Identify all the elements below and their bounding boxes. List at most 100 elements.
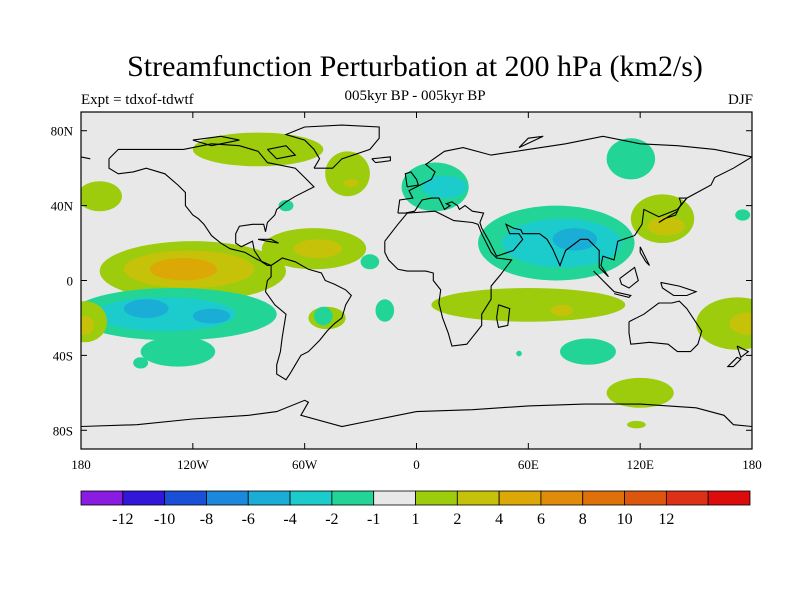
anomaly-region	[192, 308, 231, 324]
x-tick-label: 0	[413, 457, 420, 472]
x-tick-label: 120E	[626, 457, 654, 472]
anomaly-region	[606, 377, 674, 408]
coastline	[264, 257, 352, 381]
colorbar-swatch	[122, 490, 166, 506]
coastline	[613, 291, 632, 299]
anomaly-region	[647, 216, 685, 236]
coastline	[639, 246, 650, 266]
anomaly-region	[696, 297, 752, 350]
colorbar: -12 -10 -8 -6 -4 -2 -1 1 2 4 6 8 10 12	[80, 490, 751, 528]
colorbar-label: -6	[242, 511, 255, 528]
colorbar-swatch	[80, 490, 124, 506]
colorbar-swatch	[540, 490, 584, 506]
coastline	[593, 270, 615, 293]
coastline	[267, 145, 297, 160]
coastline	[404, 171, 420, 188]
anomaly-region	[293, 239, 342, 259]
x-tick-label: 60E	[518, 457, 539, 472]
coastline	[628, 300, 703, 353]
coastline	[619, 266, 639, 289]
colorbar-swatch	[582, 490, 625, 506]
coastline	[518, 135, 544, 149]
anomaly-region	[550, 304, 574, 317]
anomaly-region	[81, 316, 95, 335]
anomaly-region	[133, 357, 149, 369]
x-tick-label: 180	[742, 457, 762, 472]
y-tick-label: 40S	[53, 348, 73, 363]
x-tick-label: 60W	[292, 457, 318, 472]
anomaly-layer	[81, 132, 752, 429]
colorbar-label: 6	[537, 511, 545, 528]
colorbar-swatch	[665, 490, 709, 506]
coastline	[384, 210, 513, 347]
colorbar-swatch	[206, 490, 249, 506]
colorbar-label: -12	[112, 511, 133, 528]
coastline	[736, 345, 750, 359]
coastline	[726, 356, 742, 368]
chart-subtitle: 005kyr BP - 005kyr BP	[344, 88, 486, 104]
season-label: DJF	[727, 92, 753, 108]
colorbar-label: 2	[453, 511, 461, 528]
colorbar-label: -2	[325, 511, 338, 528]
anomaly-region	[149, 258, 218, 281]
anomaly-region	[606, 138, 656, 180]
anomaly-region	[360, 254, 380, 270]
coastline	[81, 399, 752, 428]
anomaly-region	[560, 338, 616, 365]
colorbar-swatch	[164, 490, 207, 506]
colorbar-swatch	[707, 490, 751, 506]
anomaly-region	[516, 350, 522, 357]
coastline	[81, 156, 91, 160]
x-tick-label: 120W	[177, 457, 210, 472]
colorbar-label: 4	[495, 511, 503, 528]
colorbar-swatch	[373, 490, 416, 506]
anomaly-region	[192, 132, 324, 167]
anomaly-region	[431, 287, 626, 322]
coastline	[397, 156, 752, 278]
colorbar-swatch	[456, 490, 500, 506]
anomaly-region	[735, 209, 751, 221]
coastline	[192, 135, 240, 147]
anomaly-region	[552, 228, 598, 251]
axes-layer: 180 120W 60W 0 60E 120E 180 80N 40N 0 40S 80S	[51, 112, 762, 472]
coastline	[660, 281, 698, 297]
coastline	[108, 143, 315, 267]
y-tick-label: 40N	[51, 199, 74, 214]
colorbar-swatch	[498, 490, 542, 506]
y-tick-label: 80N	[51, 124, 74, 139]
coastline	[257, 238, 279, 244]
anomaly-region	[343, 179, 359, 187]
anomaly-region	[140, 336, 216, 367]
experiment-label: Expt = tdxof-tdwtf	[81, 92, 194, 108]
anomaly-region	[627, 420, 646, 429]
colorbar-swatch	[415, 490, 458, 506]
y-tick-label: 0	[67, 274, 74, 289]
colorbar-swatch	[624, 490, 667, 506]
colorbar-swatch	[289, 490, 333, 506]
colorbar-label: -8	[200, 511, 213, 528]
colorbar-label: 12	[658, 511, 674, 528]
coastline	[371, 156, 391, 164]
coastline	[284, 124, 380, 169]
chart-title: Streamfunction Perturbation at 200 hPa (…	[127, 50, 703, 83]
x-tick-label: 180	[71, 457, 91, 472]
colorbar-label: -1	[367, 511, 380, 528]
colorbar-label: -10	[154, 511, 175, 528]
anomaly-region	[123, 299, 169, 318]
anomaly-region	[375, 299, 395, 322]
anomaly-region	[422, 175, 467, 199]
coastline	[496, 304, 511, 328]
colorbar-swatch	[331, 490, 375, 506]
anomaly-region	[729, 312, 752, 335]
colorbar-swatch	[247, 490, 291, 506]
colorbar-label: 8	[579, 511, 587, 528]
anomaly-region	[81, 181, 122, 212]
y-tick-label: 80S	[53, 423, 73, 438]
coastline	[397, 135, 752, 214]
colorbar-label: -4	[283, 511, 296, 528]
colorbar-label: 10	[617, 511, 633, 528]
anomaly-region	[313, 306, 333, 326]
anomaly-region	[278, 199, 294, 212]
coastline-layer	[81, 124, 752, 428]
